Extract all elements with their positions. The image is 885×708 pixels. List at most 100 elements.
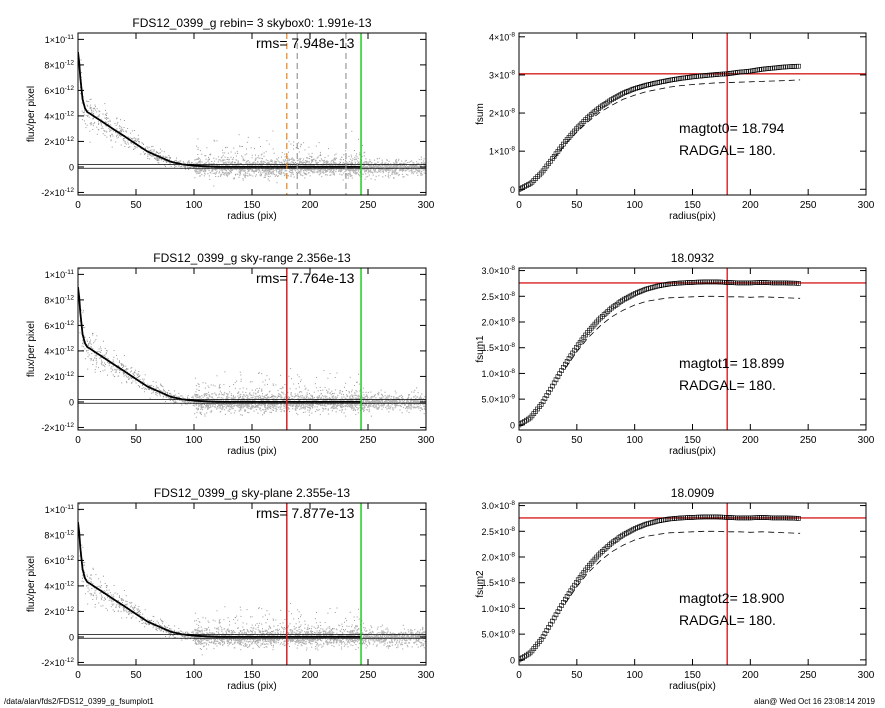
scatter-point [82,342,83,344]
scatter-point [263,176,265,178]
scatter-point [335,153,337,155]
scatter-point [216,140,218,142]
scatter-point [258,170,260,172]
x-tick-label: 50 [571,200,583,211]
noise-point [196,168,198,170]
scatter-point [233,178,235,180]
noise-point [244,159,246,161]
scatter-point [424,165,426,167]
scatter-point [244,410,246,412]
noise-point [345,170,347,172]
scatter-point [101,357,103,359]
scatter-point [342,400,344,402]
noise-point [402,406,405,409]
scatter-point [123,375,125,377]
scatter-point [123,138,125,140]
scatter-point [304,398,306,400]
noise-point [249,161,251,163]
noise-point [228,169,230,171]
scatter-point [206,147,208,149]
scatter-point [184,163,186,165]
noise-point [423,405,425,407]
noise-point [423,158,425,160]
scatter-point [106,112,108,114]
noise-point [276,171,278,173]
scatter-point [92,364,94,365]
scatter-point [252,405,254,407]
scatter-point [127,128,129,129]
scatter-point [103,355,105,357]
noise-point [232,407,234,410]
noise-point [240,170,242,172]
noise-point [204,166,206,168]
scatter-point [299,161,301,163]
noise-point [295,170,297,172]
noise-point [207,168,209,170]
scatter-point [394,401,396,403]
noise-point [372,174,374,176]
noise-point [411,160,413,162]
scatter-point [258,155,260,157]
scatter-point [103,340,104,342]
scatter-point [254,167,256,169]
scatter-point [299,403,301,405]
noise-point [281,161,283,163]
scatter-point [168,398,170,399]
scatter-point [81,309,83,311]
noise-point [330,170,332,172]
scatter-point [227,410,229,412]
scatter-point [331,165,333,166]
noise-point [311,160,313,162]
scatter-point [281,152,283,154]
scatter-point [116,354,117,356]
noise-point [312,171,314,173]
scatter-point [164,392,166,394]
scatter-point [214,385,216,387]
scatter-point [109,135,111,137]
scatter-point [218,159,220,161]
noise-point [383,169,385,171]
scatter-point [122,364,124,366]
noise-point [361,167,363,169]
scatter-point [164,390,165,392]
noise-point [280,170,282,172]
noise-point [346,173,348,175]
scatter-point [165,391,167,393]
scatter-point [371,401,373,403]
scatter-point [143,381,145,383]
noise-point [340,171,342,173]
scatter-point [165,395,167,397]
noise-point [364,404,366,406]
noise-point [392,166,394,168]
scatter-point [184,403,186,405]
noise-point [380,171,382,173]
scatter-point [105,113,107,115]
noise-point [243,397,245,399]
scatter-point [229,170,231,172]
scatter-point [393,166,395,168]
noise-point [355,158,357,160]
scatter-point [98,115,100,117]
noise-point [316,157,318,159]
noise-point [403,169,405,171]
scatter-point [155,159,157,160]
noise-point [278,161,280,163]
scatter-point [198,172,200,174]
scatter-point [206,397,208,399]
noise-point [194,170,196,172]
noise-point [253,170,255,173]
noise-point [412,168,415,170]
noise-point [268,180,270,182]
noise-point [355,173,357,175]
scatter-point [90,98,92,100]
scatter-point [420,168,422,170]
noise-point [417,169,419,171]
scatter-point [104,134,106,136]
noise-point [361,173,363,175]
scatter-point [262,393,263,395]
noise-point [351,407,353,409]
scatter-point [187,396,189,398]
scatter-point [150,385,152,387]
noise-point [353,170,355,172]
scatter-point [348,404,350,406]
